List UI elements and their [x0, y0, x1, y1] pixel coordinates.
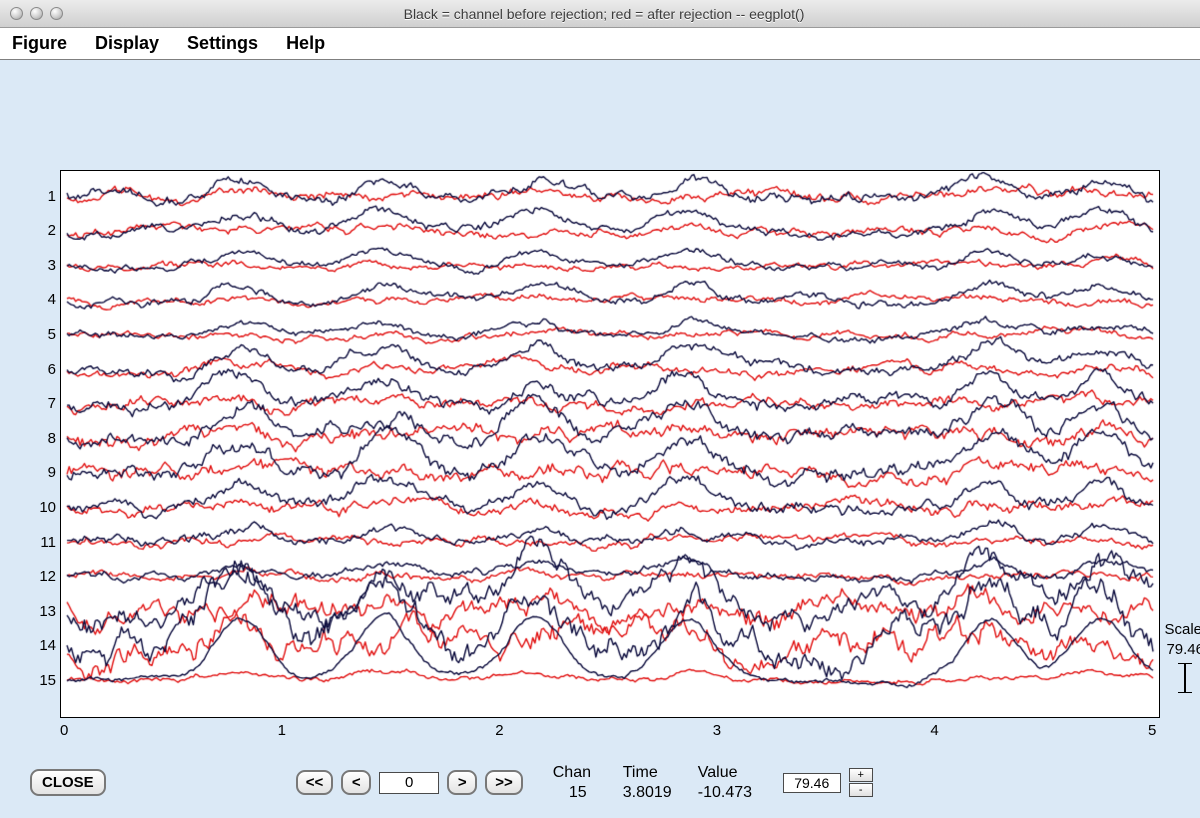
channel-label: 5	[32, 326, 56, 343]
menu-figure[interactable]: Figure	[12, 33, 67, 54]
channel-label: 12	[32, 568, 56, 585]
xtick-label: 1	[278, 722, 286, 739]
channel-label: 10	[32, 499, 56, 516]
menu-settings[interactable]: Settings	[187, 33, 258, 54]
minimize-window-icon[interactable]	[30, 7, 43, 20]
menubar: Figure Display Settings Help	[0, 28, 1200, 60]
scale-value: 79.46	[1166, 641, 1200, 658]
xtick-label: 4	[930, 722, 938, 739]
channel-label: 11	[32, 534, 56, 551]
time-value: 3.8019	[623, 783, 678, 802]
xtick-label: 3	[713, 722, 721, 739]
position-field[interactable]: 0	[379, 772, 439, 794]
chan-label: Chan	[553, 763, 603, 782]
value-label: Value	[698, 763, 758, 782]
channel-label: 13	[32, 603, 56, 620]
scale-minus-button[interactable]: -	[849, 783, 873, 797]
xtick-label: 5	[1148, 722, 1156, 739]
forward-button[interactable]: >	[447, 770, 477, 795]
channel-label: 4	[32, 291, 56, 308]
channel-label: 3	[32, 257, 56, 274]
nav-group: << < 0 > >>	[296, 770, 523, 795]
controls-bar: CLOSE << < 0 > >> Chan Time Value 15 3.8…	[0, 755, 1200, 810]
channel-label: 1	[32, 188, 56, 205]
channel-label: 2	[32, 222, 56, 239]
close-button[interactable]: CLOSE	[30, 769, 106, 796]
value-value: -10.473	[698, 783, 758, 802]
zoom-window-icon[interactable]	[50, 7, 63, 20]
scale-label: Scale	[1164, 621, 1200, 638]
channel-label: 14	[32, 637, 56, 654]
xtick-label: 2	[495, 722, 503, 739]
eeg-plot[interactable]	[60, 170, 1160, 718]
close-window-icon[interactable]	[10, 7, 23, 20]
scale-bar-icon	[1175, 663, 1195, 693]
time-label: Time	[623, 763, 678, 782]
scale-plus-button[interactable]: +	[849, 768, 873, 782]
chan-value: 15	[553, 783, 603, 802]
titlebar: Black = channel before rejection; red = …	[0, 0, 1200, 28]
menu-help[interactable]: Help	[286, 33, 325, 54]
readouts: Chan Time Value 15 3.8019 -10.473	[553, 763, 758, 801]
rewind-button[interactable]: <<	[296, 770, 334, 795]
channel-label: 9	[32, 464, 56, 481]
back-button[interactable]: <	[341, 770, 371, 795]
window-title: Black = channel before rejection; red = …	[63, 6, 1200, 22]
plot-container: 123456789101112131415 012345 Scale 79.46	[60, 170, 1160, 718]
scale-field[interactable]: 79.46	[783, 773, 841, 793]
channel-label: 7	[32, 395, 56, 412]
xtick-label: 0	[60, 722, 68, 739]
channel-label: 6	[32, 361, 56, 378]
fast-forward-button[interactable]: >>	[485, 770, 523, 795]
figure-area: 123456789101112131415 012345 Scale 79.46…	[0, 60, 1200, 818]
menu-display[interactable]: Display	[95, 33, 159, 54]
channel-label: 15	[32, 672, 56, 689]
channel-label: 8	[32, 430, 56, 447]
traffic-lights	[0, 7, 63, 20]
scale-controls: 79.46 + -	[783, 768, 873, 797]
